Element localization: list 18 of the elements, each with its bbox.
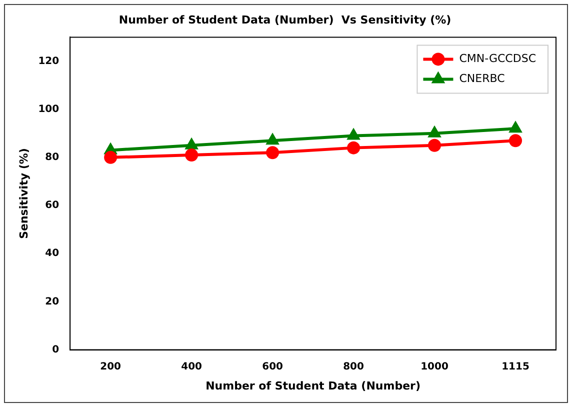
x-tick-label: 400	[181, 361, 202, 372]
y-axis-title: Sensitivity (%)	[17, 148, 30, 239]
legend-label: CNERBC	[459, 72, 506, 86]
y-tick-label: 100	[38, 104, 60, 115]
x-tick-label: 200	[100, 361, 122, 372]
x-tick-label: 600	[262, 361, 284, 372]
y-tick-label: 60	[45, 200, 60, 212]
x-tick-label: 1115	[502, 361, 530, 372]
legend-label: CMN-GCCDSC	[459, 52, 536, 66]
chart-title: Number of Student Data (Number) Vs Sensitivity (%)	[118, 13, 452, 26]
x-tick-label: 800	[343, 361, 364, 372]
y-tick-label: 80	[45, 152, 60, 164]
y-tick-label: 120	[38, 56, 60, 67]
y-tick-label: 20	[45, 296, 60, 308]
y-tick-label: 40	[45, 248, 60, 260]
y-tick-label: 0	[52, 344, 60, 356]
x-tick-label: 1000	[420, 361, 448, 372]
x-axis-title: Number of Student Data (Number)	[206, 379, 420, 392]
